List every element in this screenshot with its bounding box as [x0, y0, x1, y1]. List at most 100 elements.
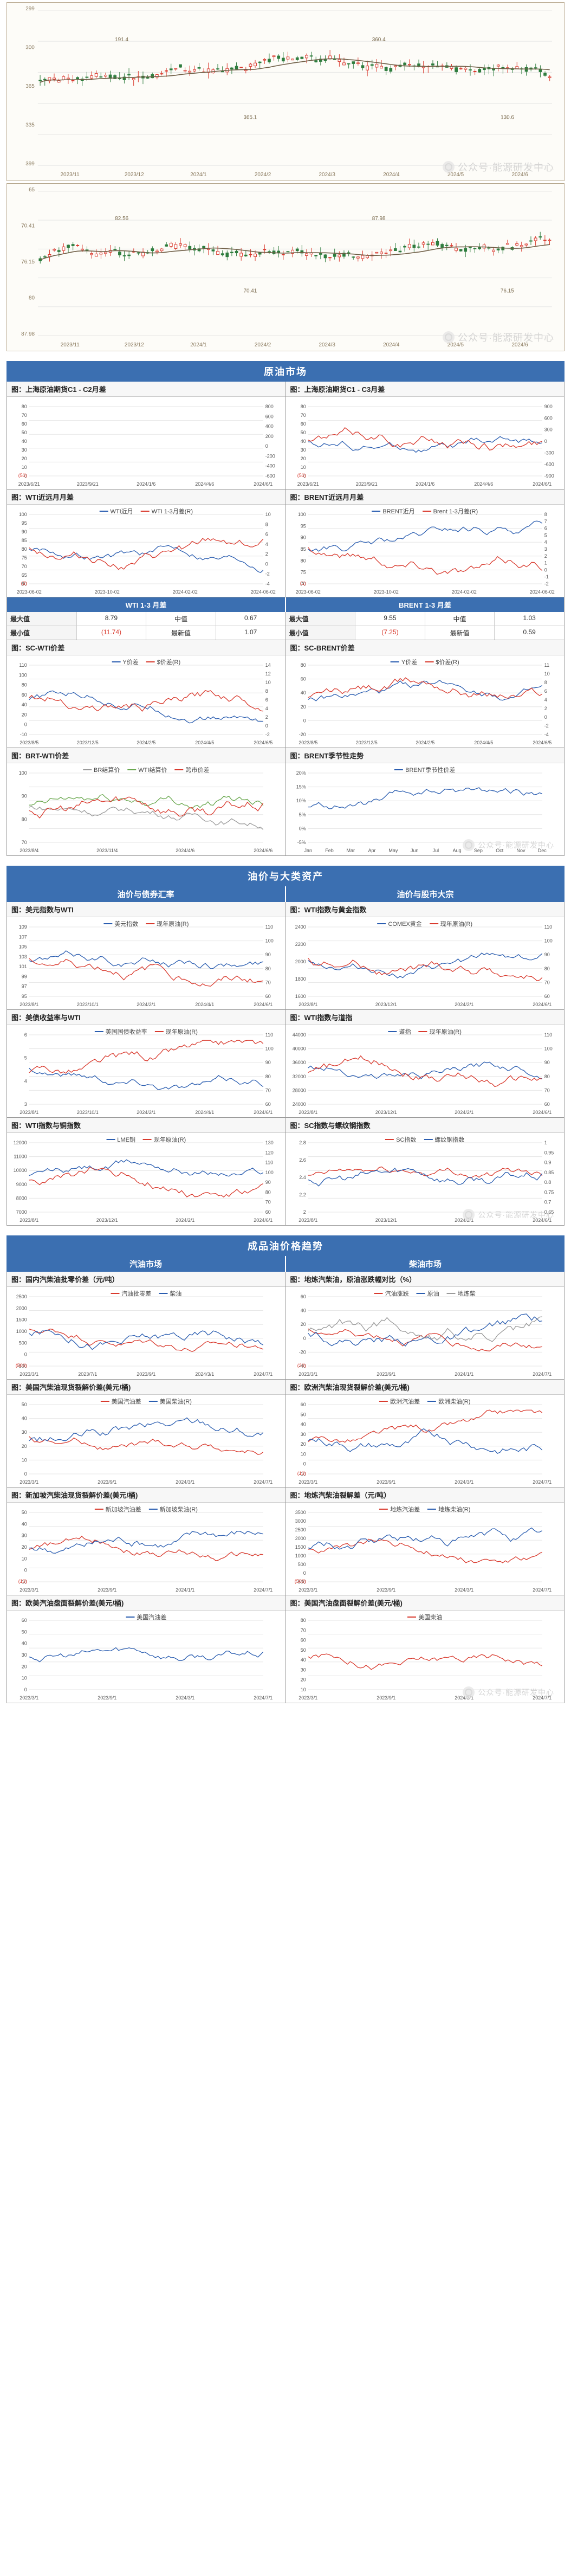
- svg-text:85: 85: [22, 538, 27, 543]
- legend-item: 欧洲柴油(R): [427, 1397, 470, 1406]
- stats-row: 最小值(7.25)最新值0.59: [286, 626, 564, 640]
- svg-text:2023/12/1: 2023/12/1: [375, 1002, 397, 1007]
- svg-text:2024/4/5: 2024/4/5: [474, 740, 493, 745]
- svg-text:75: 75: [300, 570, 306, 575]
- svg-text:50: 50: [22, 430, 27, 435]
- svg-text:2024/7/1: 2024/7/1: [254, 1371, 272, 1377]
- svg-text:2023/9/1: 2023/9/1: [98, 1695, 116, 1701]
- svg-text:4: 4: [265, 542, 268, 547]
- chart-legend: BR结算价WTI结算价跨市价差: [83, 765, 209, 774]
- chart-cell: 图：美国汽油盘面裂解价差(美元/桶)美国柴油102030405060708020…: [286, 1595, 565, 1703]
- legend-item: 跨市价差: [174, 765, 209, 774]
- chart-row: 图：新加坡汽柴油现货裂解价差(美元/桶)新加坡汽油差新加坡柴油(R)-10010…: [7, 1487, 564, 1595]
- svg-text:40: 40: [22, 1416, 27, 1421]
- svg-text:(1): (1): [300, 581, 306, 586]
- svg-text:2024/1: 2024/1: [190, 342, 207, 348]
- chart-cell: 图：美国汽柴油现货裂解价差(美元/桶)美国汽油差美国柴油(R)010203040…: [7, 1380, 286, 1487]
- chart-box: COMEX黄金现年原油(R)16001800200022002400607080…: [286, 917, 564, 1009]
- svg-text:60: 60: [22, 421, 27, 427]
- svg-text:2024/1/1: 2024/1/1: [176, 1587, 194, 1593]
- svg-text:110: 110: [265, 924, 273, 930]
- svg-text:2023/9/21: 2023/9/21: [355, 481, 377, 487]
- svg-text:2023/3/1: 2023/3/1: [20, 1587, 38, 1593]
- svg-text:50: 50: [22, 1510, 27, 1515]
- chart-box: 地炼汽油差地炼柴油(R)-500050010001500200025003000…: [286, 1503, 564, 1595]
- svg-text:2023-06-02: 2023-06-02: [17, 589, 42, 595]
- svg-text:2023/9/1: 2023/9/1: [377, 1695, 395, 1701]
- svg-text:60: 60: [300, 1638, 306, 1643]
- section-header: 成品油价格趋势: [7, 1235, 564, 1256]
- section-subheader: 油价与债券汇率油价与股市大宗: [7, 886, 564, 902]
- svg-text:0.85: 0.85: [544, 1170, 554, 1175]
- svg-text:60: 60: [22, 1618, 27, 1623]
- svg-text:2023/8/1: 2023/8/1: [299, 1002, 317, 1007]
- svg-text:2023/8/1: 2023/8/1: [299, 1110, 317, 1115]
- legend-item: BR结算价: [83, 765, 120, 774]
- svg-text:299: 299: [25, 6, 35, 12]
- svg-text:5: 5: [544, 532, 547, 538]
- legend-item: LME铜: [106, 1135, 135, 1144]
- svg-text:10: 10: [22, 465, 27, 470]
- svg-text:2023/3/1: 2023/3/1: [299, 1371, 317, 1377]
- chart-title: 图：国内汽柴油批零价差（元/吨）: [7, 1272, 286, 1287]
- svg-text:6: 6: [265, 697, 268, 703]
- svg-text:1000: 1000: [295, 1553, 306, 1559]
- legend-item: $价差(R): [425, 658, 459, 666]
- svg-text:0%: 0%: [299, 826, 306, 831]
- svg-text:10: 10: [300, 1687, 306, 1692]
- svg-text:85: 85: [300, 546, 306, 552]
- svg-text:2023/9/1: 2023/9/1: [98, 1587, 116, 1593]
- svg-text:2024/2/5: 2024/2/5: [416, 740, 434, 745]
- svg-text:2023/9/1: 2023/9/1: [377, 1479, 395, 1485]
- svg-text:2000: 2000: [16, 1305, 27, 1311]
- svg-text:(10): (10): [297, 1471, 306, 1476]
- svg-text:600: 600: [544, 415, 552, 421]
- candle-chart-2: 6570.4176.158087.982023/112023/122024/12…: [7, 184, 564, 351]
- svg-text:2024/4/6: 2024/4/6: [195, 481, 214, 487]
- svg-text:100: 100: [265, 1170, 274, 1175]
- svg-text:20: 20: [300, 1322, 306, 1327]
- svg-text:2023/6/21: 2023/6/21: [18, 481, 40, 487]
- chart-title: 图：美国汽油盘面裂解价差(美元/桶): [286, 1595, 564, 1611]
- svg-text:2024/6/1: 2024/6/1: [533, 1110, 551, 1115]
- chart-cell: 图：美元指数与WTI美元指数现年原油(R)9597991011031051071…: [7, 902, 286, 1010]
- svg-text:2024/7/1: 2024/7/1: [533, 1587, 551, 1593]
- svg-text:2024/2: 2024/2: [255, 342, 271, 348]
- legend-item: 新加坡汽油差: [95, 1505, 141, 1514]
- section-header: 油价与大类资产: [7, 866, 564, 886]
- svg-text:60: 60: [300, 1402, 306, 1407]
- svg-text:-200: -200: [265, 453, 275, 459]
- svg-text:12000: 12000: [14, 1140, 27, 1145]
- svg-text:2: 2: [265, 714, 268, 720]
- stats-block: 最大值9.55中值1.03最小值(7.25)最新值0.59: [286, 612, 564, 640]
- svg-text:Sep: Sep: [473, 848, 482, 853]
- svg-text:2024/5: 2024/5: [447, 342, 464, 348]
- svg-text:60: 60: [265, 1102, 271, 1107]
- legend-item: 新加坡柴油(R): [149, 1505, 198, 1514]
- svg-text:4: 4: [544, 697, 547, 703]
- chart-legend: COMEX黄金现年原油(R): [377, 919, 472, 928]
- svg-text:360.4: 360.4: [372, 37, 386, 43]
- svg-text:4: 4: [265, 706, 268, 711]
- svg-text:2023/8/5: 2023/8/5: [20, 740, 38, 745]
- svg-text:Apr: Apr: [368, 848, 375, 853]
- legend-item: 柴油: [159, 1289, 181, 1298]
- svg-text:130.6: 130.6: [501, 114, 514, 120]
- svg-text:2023/11/4: 2023/11/4: [96, 848, 118, 853]
- stats-block: 最大值8.79中值0.67最小值(11.74)最新值1.07: [7, 612, 286, 640]
- svg-text:2500: 2500: [295, 1527, 306, 1532]
- svg-text:(10): (10): [18, 1579, 27, 1584]
- svg-text:2000: 2000: [295, 1536, 306, 1541]
- svg-text:1500: 1500: [16, 1317, 27, 1323]
- svg-text:80: 80: [300, 404, 306, 409]
- candle-panel-1: 2993003653353992023/112023/122024/12024/…: [7, 2, 564, 181]
- svg-text:0: 0: [265, 561, 268, 566]
- svg-text:2023/12/1: 2023/12/1: [375, 1218, 397, 1223]
- chart-legend: 美国汽油差: [126, 1613, 166, 1621]
- svg-text:100: 100: [19, 512, 27, 517]
- svg-text:82.56: 82.56: [115, 216, 128, 222]
- stats-cell: 9.55: [355, 612, 425, 626]
- chart-title: 图：BRENT近远月月差: [286, 490, 564, 505]
- svg-text:2023/8/1: 2023/8/1: [20, 1110, 38, 1115]
- svg-text:110: 110: [19, 662, 27, 668]
